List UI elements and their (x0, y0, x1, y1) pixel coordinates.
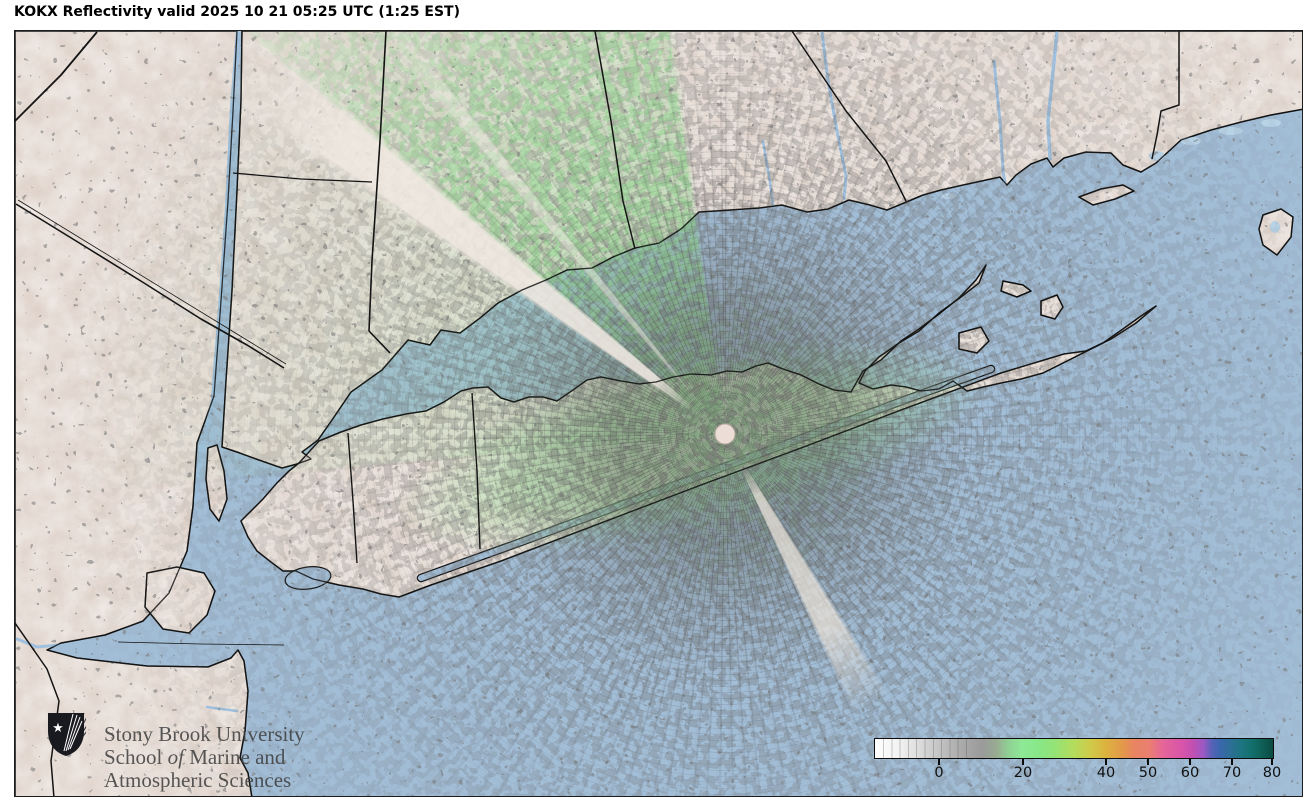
land-long-island (240, 264, 1157, 598)
beam-blockage-wedge-sse (15, 31, 1302, 796)
sbu-logo-line2: School of Marine and (104, 745, 286, 769)
echo-green-fan-west (15, 31, 1302, 796)
colorbar-tick (1022, 757, 1024, 765)
colorbar-tick (938, 757, 940, 765)
land-connecticut-newyork (221, 31, 1302, 469)
island-fishers (1078, 184, 1135, 206)
colorbar-tick (1105, 757, 1107, 765)
raritan-river (15, 637, 61, 649)
echo-speckle-near (15, 31, 1302, 796)
reflectivity-colorbar: 0 20 40 50 60 70 80 (874, 738, 1281, 784)
land-manhattan (205, 444, 228, 522)
quinnipiac-river (761, 139, 775, 207)
colorbar-tick (1147, 757, 1149, 765)
colorbar-label-0: 0 (934, 765, 944, 781)
map-canvas: ★ Stony Brook University School of Marin… (14, 30, 1303, 797)
colorbar-label-80: 80 (1262, 765, 1282, 781)
boundary-layer (15, 31, 1302, 796)
connecticut-river (1046, 31, 1059, 161)
colorbar-gradient (874, 738, 1274, 759)
hillshade-texture (15, 31, 1302, 796)
colorbar-tick (1189, 757, 1191, 765)
colorbar-label-50: 50 (1138, 765, 1158, 781)
hudson-river (193, 31, 241, 504)
border-westchester (232, 172, 373, 183)
echo-green-island (379, 295, 1003, 597)
coastline-restroke (15, 31, 1302, 796)
border-nj-county (15, 622, 60, 796)
svg-text:★: ★ (52, 721, 64, 736)
coastal-ponds (941, 119, 1281, 233)
water-features (15, 31, 1281, 713)
border-ny-ct (368, 31, 391, 354)
navesink-river (205, 705, 239, 713)
radar-site-dot (714, 423, 736, 445)
sbu-logo-line3: Atmospheric Sciences (104, 768, 292, 792)
colorbar-label-20: 20 (1013, 765, 1033, 781)
thames-river (992, 59, 1007, 185)
radar-spokes (15, 31, 1302, 796)
sbu-shield-icon: ★ (48, 712, 86, 756)
sbu-logo-line1: Stony Brook University (104, 722, 305, 746)
land-staten-island (144, 566, 216, 634)
colorbar-tick (1271, 757, 1273, 765)
page-title: KOKX Reflectivity valid 2025 10 21 05:25… (14, 4, 461, 20)
island-plum (1000, 280, 1032, 298)
border-ct-county-2 (791, 31, 907, 202)
island-gardiners (1040, 294, 1064, 320)
echo-speckle-green (15, 31, 1302, 796)
echo-core (15, 31, 1302, 796)
beam-blockage-wedge-nnw (15, 31, 1302, 796)
land-new-jersey (15, 31, 253, 796)
colorbar-label-70: 70 (1222, 765, 1242, 781)
colorbar-tick (1231, 757, 1233, 765)
political-boundaries (15, 31, 1180, 796)
basemap-layer (15, 31, 1302, 796)
colorbar-label-40: 40 (1096, 765, 1116, 781)
island-block (1258, 208, 1294, 256)
border-nassau-suffolk (471, 392, 481, 550)
colorbar-label-60: 60 (1180, 765, 1200, 781)
land-fills (15, 31, 1302, 796)
sbu-logo-text: Stony Brook University School of Marine … (104, 723, 305, 792)
colorbar-segments (882, 739, 967, 758)
housatonic-river (820, 31, 848, 201)
border-ny-nj (15, 203, 285, 369)
border-queens-nassau (347, 432, 358, 564)
jamaica-bay (284, 566, 332, 590)
border-bay-line (117, 641, 285, 646)
echo-speckle-far (15, 31, 1302, 796)
border-ct-county-1 (594, 31, 636, 250)
island-shelter (958, 326, 990, 354)
beam-blockage-wedge-nw (15, 31, 1302, 796)
radar-range-rings (15, 31, 1302, 796)
border-ct-ri (1151, 31, 1180, 160)
echo-green-fan (15, 31, 1302, 796)
border-corner-nw (15, 31, 98, 122)
speckle-layer (15, 31, 1302, 796)
